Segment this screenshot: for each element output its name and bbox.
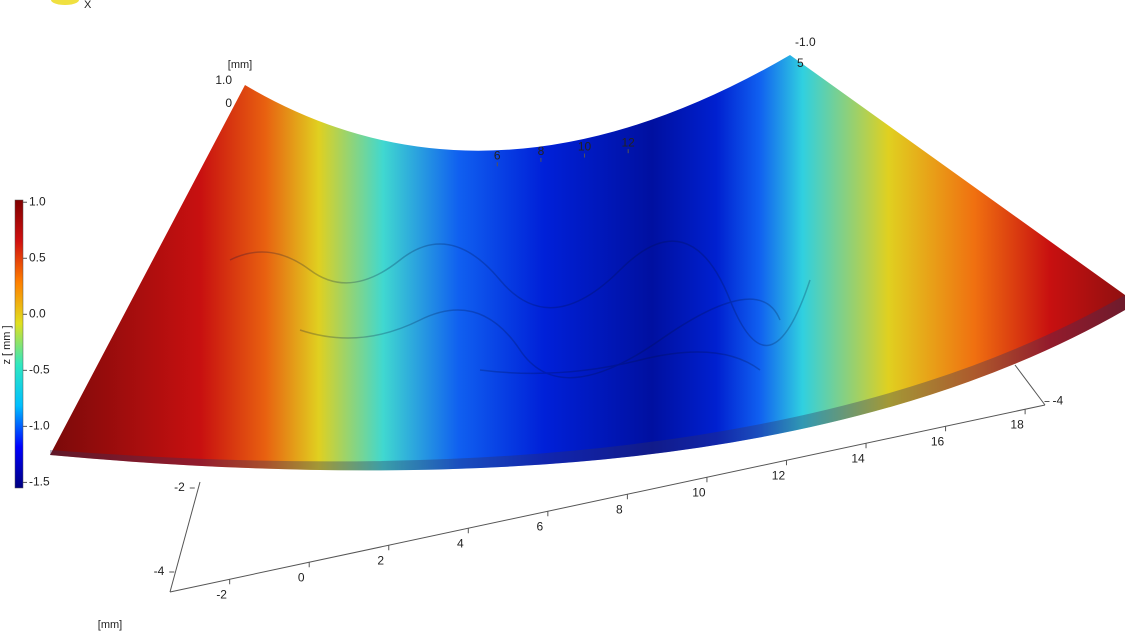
- colorbar-tick-label: -1.5: [29, 475, 50, 489]
- z-tick-label: 0: [225, 96, 232, 110]
- x-tick-label: 2: [377, 553, 384, 567]
- colorbar-tick-label: 0.5: [29, 250, 46, 264]
- x-tick-label: 18: [1010, 417, 1024, 431]
- orientation-label: X: [84, 0, 92, 11]
- x-tick-label: -2: [216, 587, 227, 601]
- x-axis-label: [mm]: [98, 619, 122, 631]
- x-tick-label: 12: [772, 468, 786, 482]
- colorbar-tick-label: 0.0: [29, 306, 46, 320]
- z-axis-label: [mm]: [228, 59, 252, 71]
- surface-texture: [229, 240, 811, 379]
- right-y-tick-label: -4: [1053, 394, 1064, 408]
- top-x-tick-label: 12: [622, 135, 636, 149]
- y-tick-label: -2: [174, 480, 185, 494]
- top-x-tick-label: 6: [494, 148, 501, 162]
- colorbar-label: z [ mm ]: [1, 325, 13, 364]
- colorbar-tick-label: -0.5: [29, 363, 50, 377]
- x-tick-label: 4: [457, 536, 464, 550]
- x-tick-label: 6: [536, 519, 543, 533]
- colorbar: [14, 199, 24, 489]
- top-x-tick-label: 8: [538, 144, 545, 158]
- x-tick-label: 14: [851, 451, 865, 465]
- colorbar-tick-label: -1.0: [29, 419, 50, 433]
- x-tick-label: 0: [298, 570, 305, 584]
- colorbar-tick-label: 1.0: [29, 194, 46, 208]
- axes-box: [169, 364, 1046, 593]
- surface: [50, 55, 1125, 471]
- top-x-tick-label: 10: [578, 140, 592, 154]
- z-tick-label: -1.0: [795, 35, 816, 49]
- x-tick-label: 8: [616, 502, 623, 516]
- z-tick-label: 5: [797, 56, 804, 70]
- x-tick-label: 16: [931, 434, 945, 448]
- y-tick-label: -4: [154, 564, 165, 578]
- z-tick-label: 1.0: [215, 73, 232, 87]
- orientation-glyph: [51, 0, 79, 5]
- x-tick-label: 10: [692, 485, 706, 499]
